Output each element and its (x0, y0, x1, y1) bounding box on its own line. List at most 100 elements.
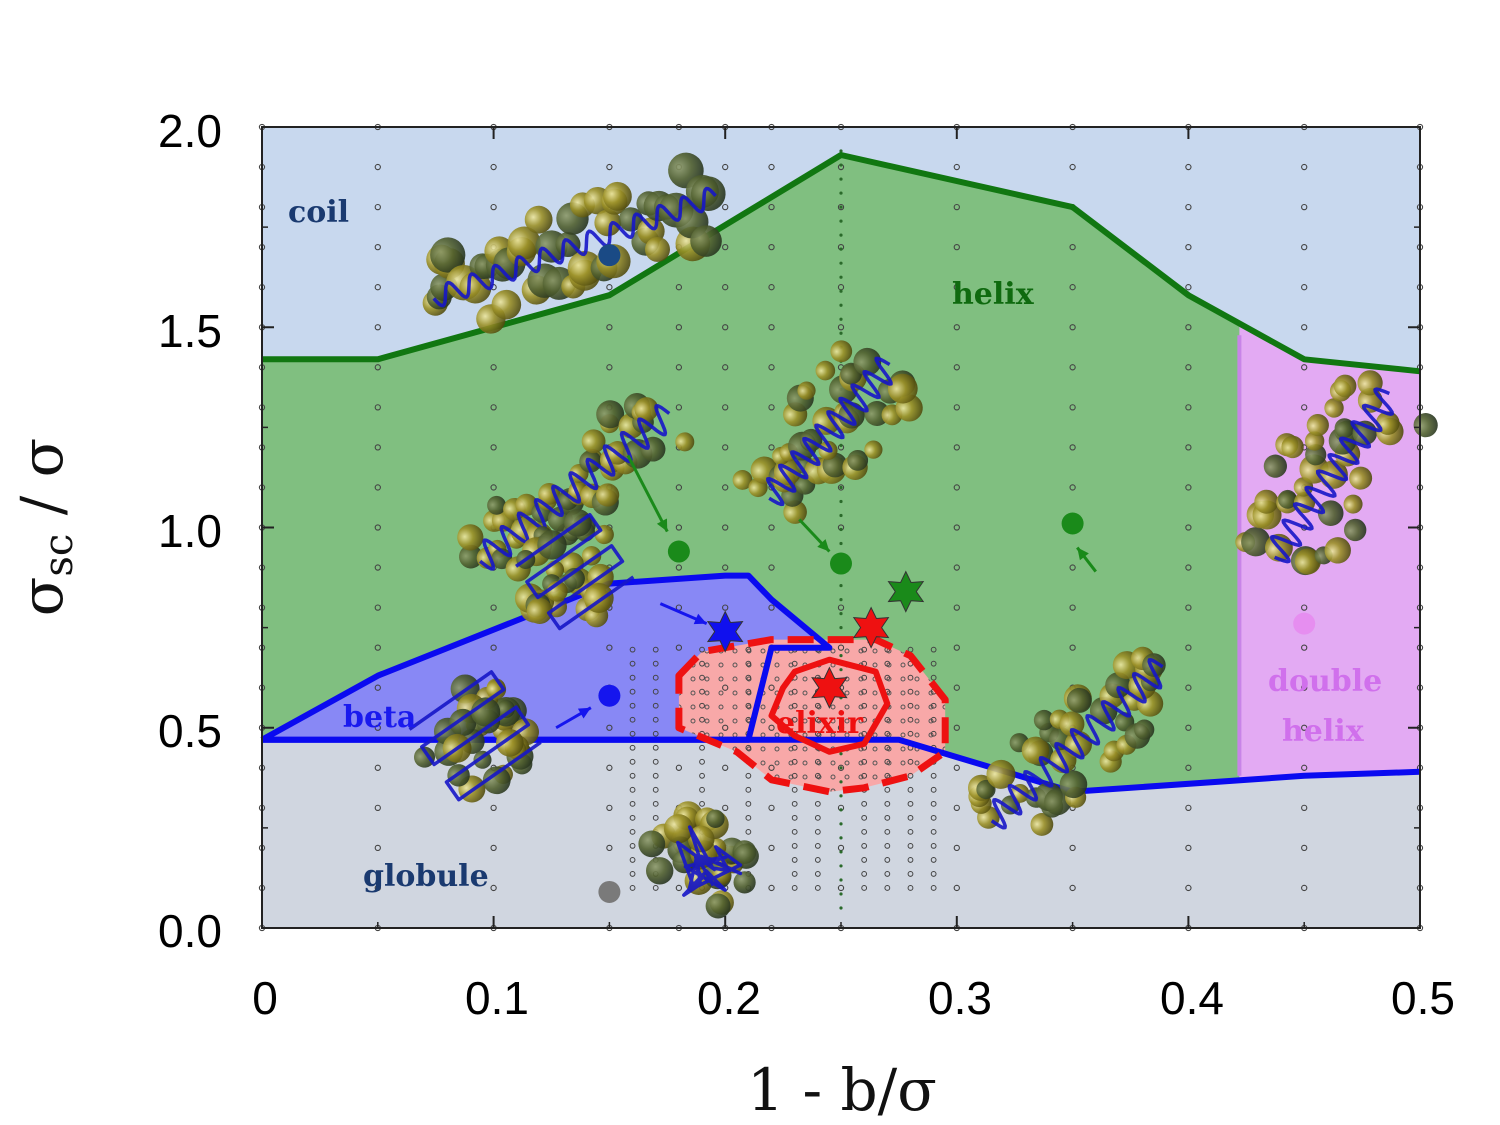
elixir-star-marker (852, 606, 890, 649)
grid-point (606, 324, 613, 331)
bead (471, 697, 501, 727)
grid-point (839, 163, 843, 167)
grid-point (629, 660, 636, 667)
grid-point (907, 758, 914, 765)
bead (1343, 518, 1367, 542)
grid-point (629, 800, 636, 807)
grid-point (490, 644, 497, 651)
grid-point (839, 233, 843, 237)
bead (797, 381, 816, 400)
bead (634, 397, 659, 422)
grid-point (907, 702, 914, 709)
grid-point (930, 674, 937, 681)
grid-point (1069, 884, 1076, 892)
bead (644, 236, 670, 262)
grid-point (652, 646, 659, 653)
y-tick-labels: 0.0 0.5 1.0 1.5 2.0 (158, 105, 222, 957)
grid-point (1301, 644, 1308, 651)
label-beta: beta (343, 700, 416, 735)
grid-point (1301, 284, 1308, 291)
grid-point (374, 884, 381, 892)
bead (976, 779, 996, 800)
grid-point (606, 284, 613, 291)
helix-star-marker (887, 570, 925, 613)
grid-point (839, 808, 843, 812)
grid-point (953, 163, 960, 171)
bead (1306, 413, 1329, 437)
grid-point (839, 766, 843, 770)
grid-point (953, 804, 960, 811)
bead (690, 225, 722, 257)
grid-point (884, 660, 891, 667)
grid-point (606, 644, 613, 651)
grid-point (907, 885, 914, 891)
label-coil: coil (288, 195, 349, 230)
grid-point (722, 243, 729, 251)
x-tick-label: 0.2 (697, 972, 761, 1024)
helix-structure (967, 646, 1166, 836)
grid-point (791, 772, 798, 779)
y-tick-label: 2.0 (158, 105, 222, 157)
grid-point (675, 404, 683, 411)
y-axis-title-main: σ (8, 577, 76, 617)
bead (815, 360, 836, 381)
grid-point (1185, 844, 1192, 852)
grid-point (953, 644, 960, 651)
grid-point (839, 331, 843, 335)
grid-point (953, 364, 960, 371)
bead (496, 729, 524, 757)
grid-point (861, 828, 868, 835)
grid-point (884, 871, 891, 877)
grid-point (907, 772, 914, 779)
grid-point (839, 275, 843, 279)
grid-point (490, 884, 497, 892)
y-tick-label: 1.0 (158, 505, 222, 557)
x-tick-label: 0.5 (1391, 972, 1455, 1024)
grid-point (675, 564, 683, 571)
grid-point (953, 324, 960, 331)
x-axis-title: 1 - b/σ (747, 1056, 937, 1124)
grid-point (374, 484, 381, 491)
beta-dot-marker (598, 684, 621, 707)
globule-region (262, 739, 1420, 928)
bead (1033, 709, 1055, 731)
grid-point (884, 758, 891, 765)
grid-point (1185, 804, 1192, 811)
grid-point (791, 857, 798, 863)
grid-point (884, 814, 891, 821)
bead (663, 814, 694, 844)
grid-point (1301, 884, 1308, 892)
grid-point (1069, 564, 1076, 571)
grid-point (722, 484, 729, 491)
grid-point (814, 828, 821, 835)
grid-point (374, 243, 381, 251)
molecular-structures (408, 152, 1438, 919)
grid-point (814, 885, 821, 891)
grid-point (953, 764, 960, 771)
grid-point (953, 684, 960, 691)
grid-point (907, 814, 914, 821)
bead (594, 209, 622, 237)
grid-point (768, 764, 775, 771)
bead (1317, 500, 1344, 526)
grid-point (1185, 444, 1192, 451)
grid-point (652, 814, 659, 821)
grid-point (374, 564, 381, 571)
grid-point (837, 604, 845, 611)
grid-point (490, 604, 497, 611)
grid-point (1185, 764, 1192, 771)
grid-point (930, 786, 937, 793)
grid-point (814, 716, 821, 723)
grid-point (699, 786, 705, 793)
grid-point (839, 541, 843, 546)
bead (524, 205, 553, 234)
bead (414, 746, 436, 768)
bead (449, 708, 477, 737)
label-globule: globule (363, 859, 489, 894)
grid-point (1185, 163, 1192, 171)
grid-point (1069, 644, 1076, 651)
grid-point (652, 730, 659, 737)
pointer-arrowhead (656, 518, 668, 532)
grid-point (629, 772, 636, 779)
